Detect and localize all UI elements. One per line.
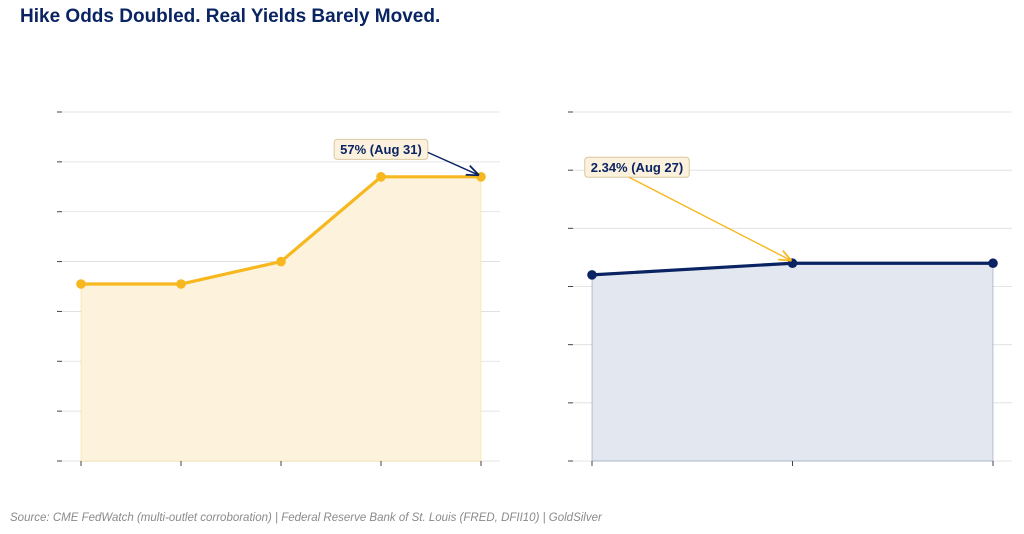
source-note: Source: CME FedWatch (multi-outlet corro… <box>10 512 602 524</box>
annotation-box <box>333 138 429 160</box>
annotation-arrow <box>427 151 478 174</box>
data-point <box>376 172 386 182</box>
data-point <box>988 258 998 269</box>
real-yield-chart: 2.34% (Aug 27) <box>568 111 1012 466</box>
series-area <box>591 262 994 462</box>
data-point <box>587 270 597 280</box>
data-point <box>276 256 286 267</box>
annotation-box <box>584 156 690 178</box>
annotation-label: 57% (Aug 31) <box>340 142 422 157</box>
hike-odds-chart: 57% (Aug 31) <box>57 111 500 466</box>
data-point <box>176 279 186 289</box>
annotation-arrow <box>628 176 791 260</box>
data-point <box>76 279 86 289</box>
annotation-label: 2.34% (Aug 27) <box>591 160 683 175</box>
figure-title: Hike Odds Doubled. Real Yields Barely Mo… <box>20 6 441 27</box>
